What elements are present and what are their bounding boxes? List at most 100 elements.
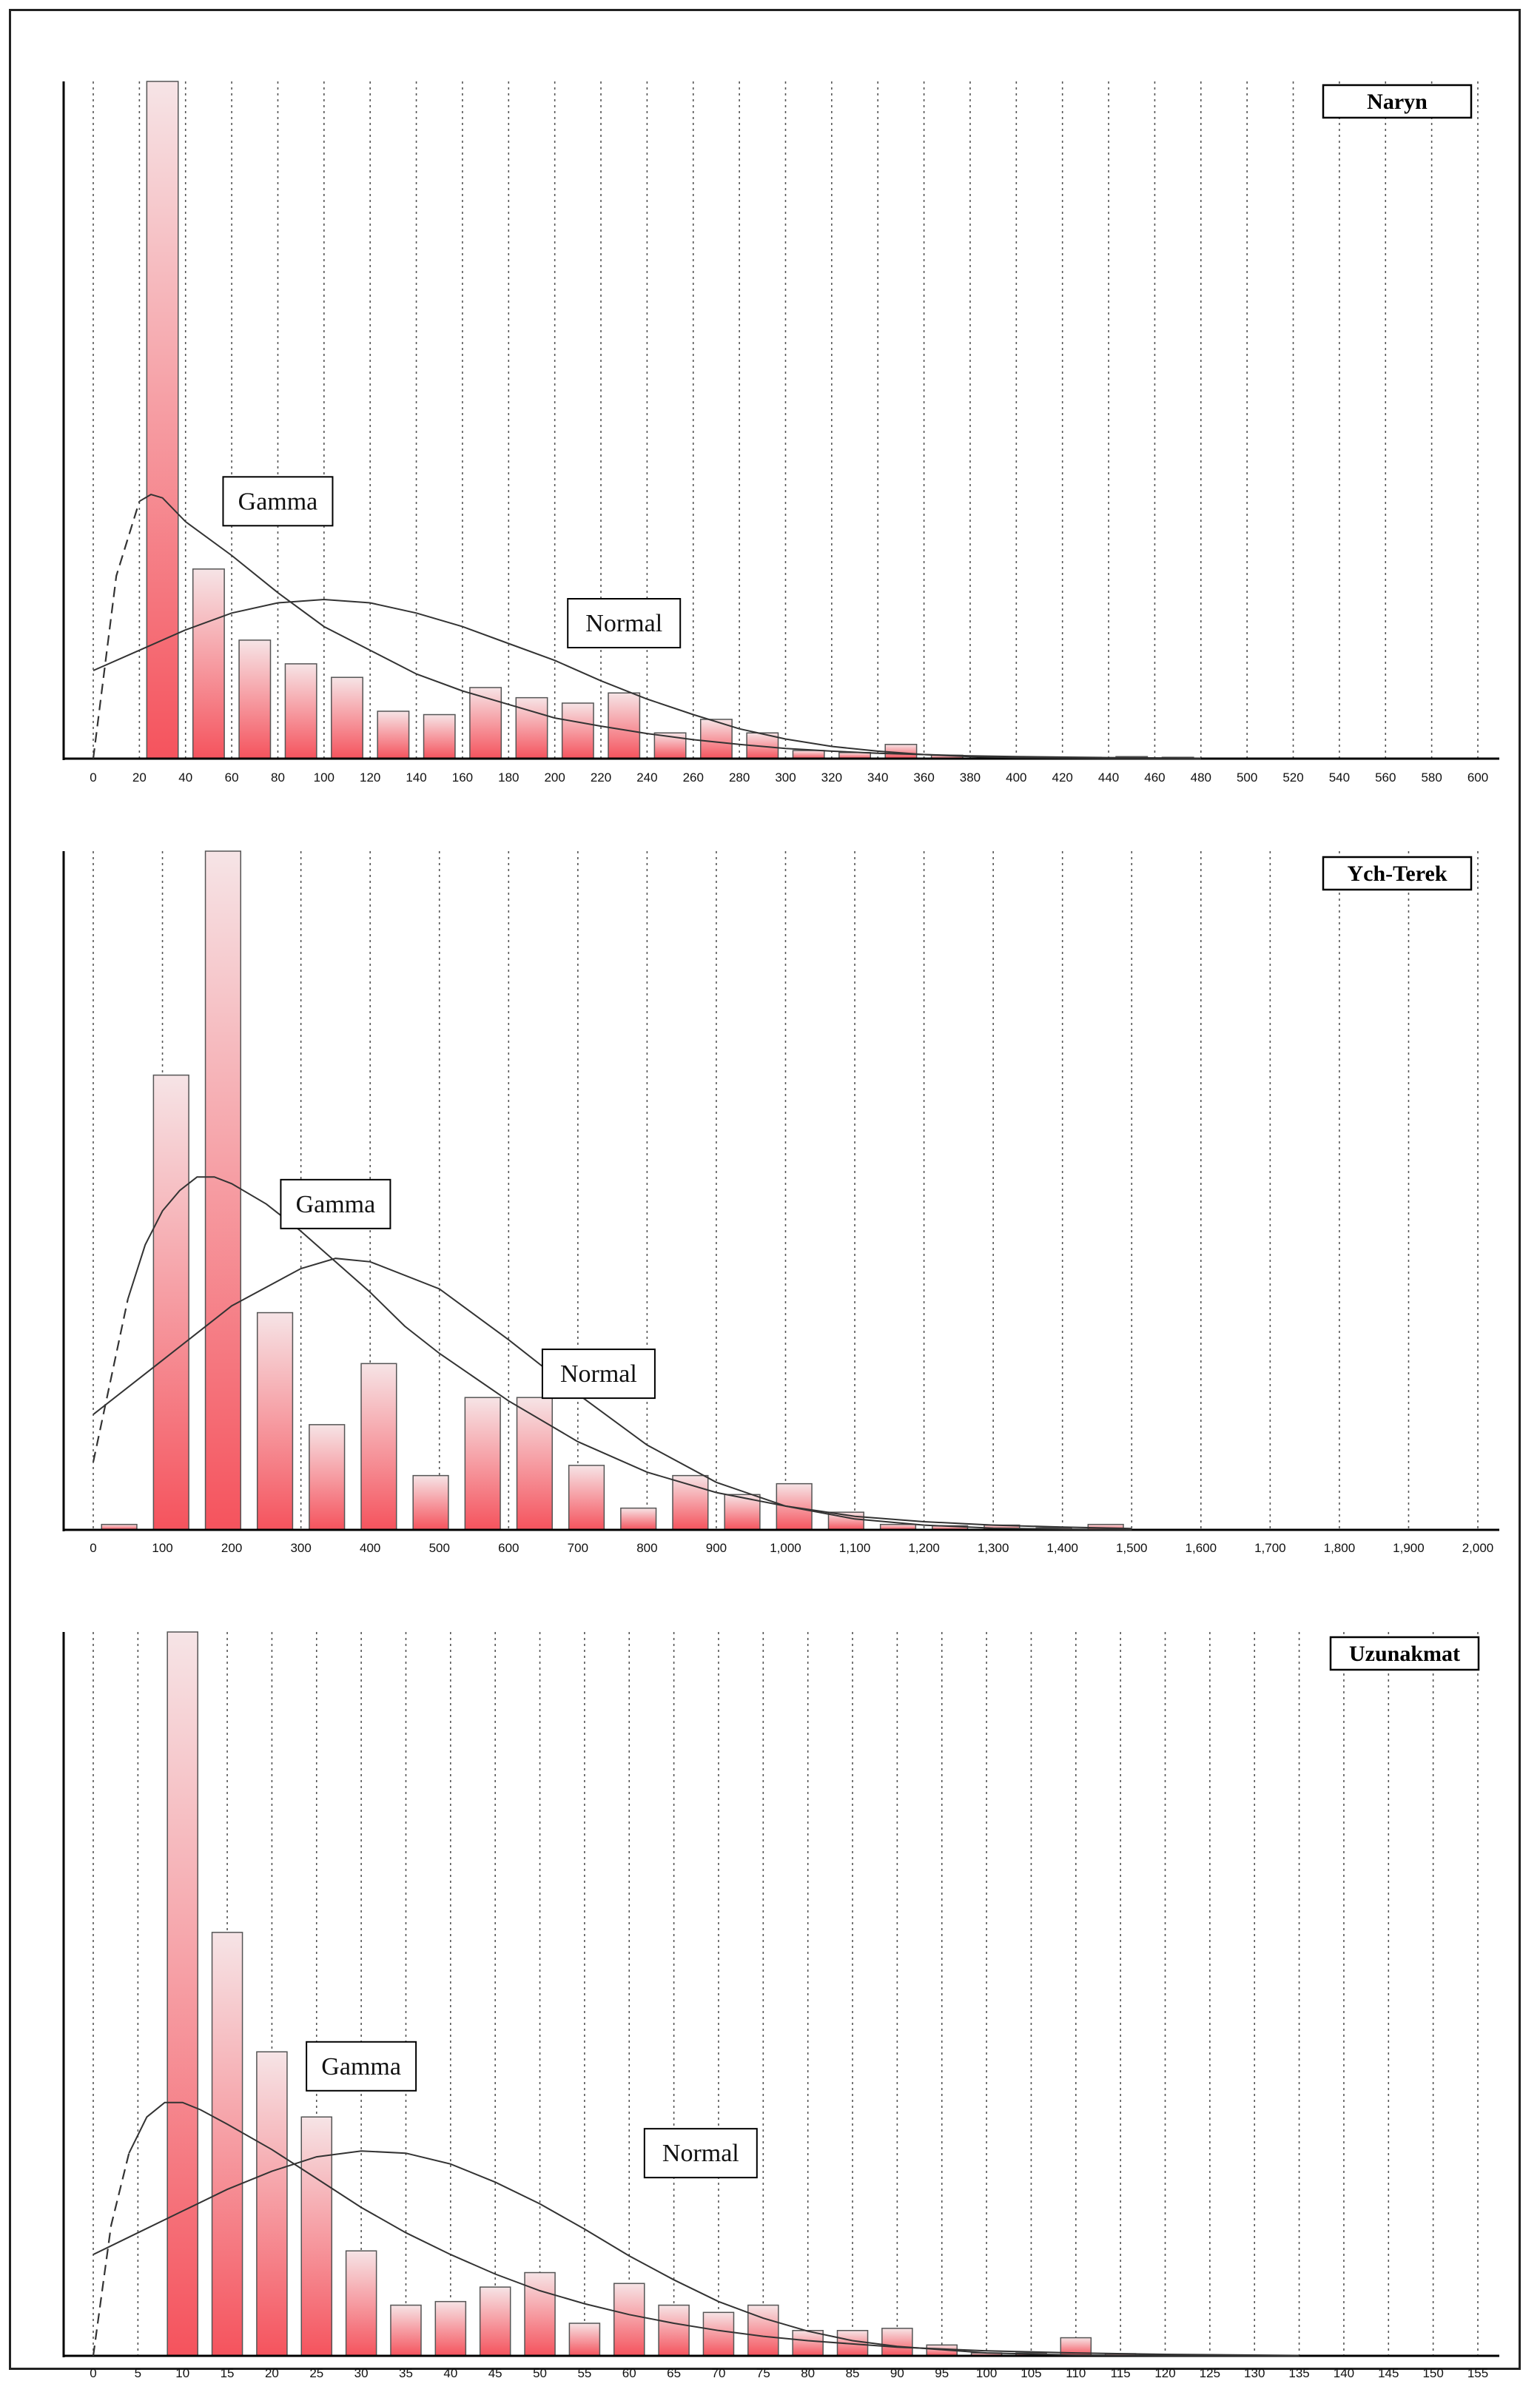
bar bbox=[412, 1474, 449, 1531]
x-tick-label: 1,700 bbox=[1254, 1541, 1286, 1555]
gamma-label: Gamma bbox=[238, 488, 318, 515]
x-tick-label: 35 bbox=[399, 2366, 413, 2380]
x-tick-label: 1,300 bbox=[978, 1541, 1009, 1555]
bar bbox=[256, 2051, 288, 2357]
x-tick-label: 1,100 bbox=[839, 1541, 871, 1555]
x-tick-label: 500 bbox=[429, 1541, 450, 1555]
x-tick-label: 55 bbox=[577, 2366, 591, 2380]
x-tick-label: 115 bbox=[1111, 2366, 1131, 2380]
chart-panel-2: 0 100 200 300 400 500 600 700 800 900 1,000 1,100 1,… bbox=[62, 850, 1499, 1555]
x-tick-label: 200 bbox=[544, 770, 565, 785]
x-tick-label: 460 bbox=[1144, 770, 1165, 785]
station-title: Naryn bbox=[1367, 90, 1428, 114]
x-tick-label: 320 bbox=[821, 770, 842, 785]
normal-label-box bbox=[643, 2128, 758, 2179]
bar bbox=[300, 2116, 333, 2357]
x-tick-label: 80 bbox=[801, 2366, 815, 2380]
x-tick-label: 140 bbox=[406, 770, 426, 785]
bar bbox=[360, 1363, 397, 1531]
x-tick-label: 800 bbox=[636, 1541, 657, 1555]
x-tick-label: 580 bbox=[1421, 770, 1442, 785]
bar bbox=[167, 1631, 198, 2357]
x-tick-label: 400 bbox=[1006, 770, 1026, 785]
bar bbox=[238, 639, 272, 759]
bar bbox=[561, 702, 594, 759]
x-tick-label: 150 bbox=[1422, 2366, 1443, 2380]
gamma-curve-start bbox=[92, 500, 141, 759]
station-legend-box bbox=[1322, 856, 1473, 891]
bar bbox=[568, 2323, 601, 2357]
normal-label: Normal bbox=[560, 1360, 637, 1388]
x-tick-label: 90 bbox=[890, 2366, 904, 2380]
x-tick-label: 135 bbox=[1288, 2366, 1309, 2380]
x-tick-label: 15 bbox=[221, 2366, 235, 2380]
bar bbox=[192, 568, 225, 759]
x-tick-label: 40 bbox=[443, 2366, 457, 2380]
gamma-label: Gamma bbox=[321, 2053, 401, 2081]
x-tick-label: 100 bbox=[314, 770, 334, 785]
x-tick-label: 60 bbox=[225, 770, 239, 785]
x-tick-label: 220 bbox=[591, 770, 611, 785]
x-tick-label: 2,000 bbox=[1462, 1541, 1494, 1555]
x-tick-label: 900 bbox=[706, 1541, 727, 1555]
chart-panel-3: 0 5 10 15 20 25 30 35 40 45 50 55 60 65 70 75 80 85 90 95 10… bbox=[62, 1631, 1499, 2380]
x-tick-label: 380 bbox=[960, 770, 981, 785]
x-tick-label: 560 bbox=[1375, 770, 1396, 785]
bar bbox=[747, 2304, 779, 2357]
x-tick-label: 1,500 bbox=[1116, 1541, 1148, 1555]
normal-curve bbox=[93, 2150, 1299, 2357]
x-tick-label: 1,400 bbox=[1046, 1541, 1078, 1555]
x-tick-label: 600 bbox=[498, 1541, 519, 1555]
normal-curve bbox=[93, 598, 1201, 759]
x-tick-label: 200 bbox=[221, 1541, 242, 1555]
gamma-curve bbox=[127, 1176, 1132, 1530]
x-tick-label: 105 bbox=[1020, 2366, 1041, 2380]
normal-label: Normal bbox=[585, 610, 662, 637]
station-legend-box bbox=[1329, 1636, 1480, 1671]
bar bbox=[434, 2300, 467, 2357]
x-tick-label: 1,000 bbox=[770, 1541, 801, 1555]
x-tick-label: 40 bbox=[178, 770, 192, 785]
x-tick-label: 540 bbox=[1329, 770, 1350, 785]
x-tick-label: 50 bbox=[533, 2366, 547, 2380]
bar bbox=[568, 1465, 605, 1531]
x-tick-label: 85 bbox=[846, 2366, 860, 2380]
x-tick-label: 20 bbox=[132, 770, 147, 785]
chart-panel-1: 0 20 40 60 80 100 120 140 160 180 200 220 240 260 280 3… bbox=[62, 81, 1499, 785]
bar bbox=[464, 1397, 501, 1531]
bar bbox=[613, 2283, 645, 2357]
bar bbox=[524, 2271, 556, 2357]
bar bbox=[423, 713, 456, 759]
x-tick-label: 0 bbox=[90, 770, 96, 785]
bar bbox=[479, 2286, 511, 2357]
x-tick-label: 95 bbox=[935, 2366, 949, 2380]
x-tick-label: 120 bbox=[1154, 2366, 1175, 2380]
x-tick-label: 110 bbox=[1066, 2366, 1086, 2380]
bar bbox=[309, 1424, 346, 1531]
x-tick-label: 300 bbox=[775, 770, 796, 785]
bar bbox=[620, 1507, 657, 1531]
bar bbox=[658, 2304, 690, 2357]
x-tick-label: 0 bbox=[90, 2366, 96, 2380]
x-tick-label: 340 bbox=[867, 770, 888, 785]
bar bbox=[515, 696, 548, 759]
x-tick-label: 5 bbox=[135, 2366, 141, 2380]
x-tick-label: 240 bbox=[636, 770, 657, 785]
bar bbox=[211, 1932, 243, 2357]
x-tick-label: 100 bbox=[976, 2366, 997, 2380]
x-tick-label: 500 bbox=[1237, 770, 1257, 785]
normal-label: Normal bbox=[662, 2140, 739, 2167]
x-tick-label: 280 bbox=[729, 770, 750, 785]
gamma-label-box bbox=[222, 476, 334, 527]
x-tick-label: 80 bbox=[271, 770, 285, 785]
x-tick-label: 75 bbox=[756, 2366, 770, 2380]
x-tick-label: 45 bbox=[488, 2366, 502, 2380]
x-tick-label: 20 bbox=[265, 2366, 279, 2380]
normal-label-box bbox=[541, 1349, 656, 1400]
gamma-curve-start bbox=[92, 2152, 130, 2357]
bar bbox=[516, 1397, 553, 1531]
x-tick-label: 130 bbox=[1244, 2366, 1265, 2380]
bar bbox=[377, 711, 410, 759]
gamma-curve-start bbox=[92, 1298, 129, 1462]
